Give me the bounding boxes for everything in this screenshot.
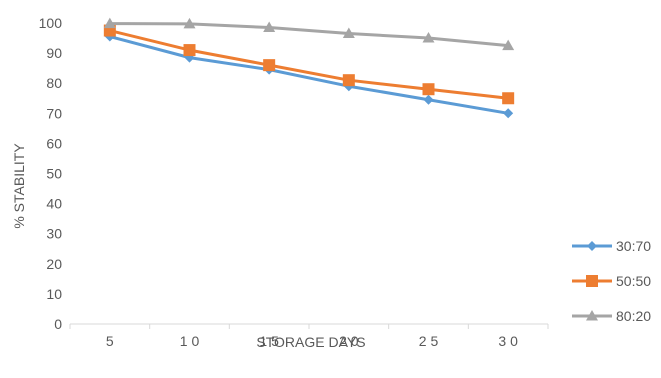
series-line: [108, 29, 510, 100]
y-tick-label: 20: [46, 256, 62, 272]
y-tick-label: 60: [46, 135, 62, 151]
data-point-marker: [103, 17, 116, 29]
data-point-marker: [503, 108, 514, 119]
data-point-marker: [342, 74, 355, 87]
y-tick-label: 80: [46, 75, 62, 91]
legend-label: 30:70: [616, 238, 651, 254]
legend-label: 80:20: [616, 308, 651, 324]
legend-marker: [586, 310, 598, 321]
series-80-20: [103, 17, 515, 51]
x-tick-label: 1 5: [259, 333, 279, 349]
series-line: [108, 22, 510, 48]
legend-marker: [587, 241, 597, 251]
x-axis-title: STORAGE DAYS: [256, 334, 365, 350]
y-tick-label: 30: [46, 226, 62, 242]
y-tick-label: 10: [46, 286, 62, 302]
series-50-50: [103, 24, 515, 105]
data-point-marker: [502, 92, 515, 105]
data-point-marker: [422, 32, 435, 43]
data-point-marker: [502, 39, 515, 51]
series-layer: [103, 17, 515, 119]
data-point-marker: [263, 21, 276, 33]
y-tick-label: 40: [46, 196, 62, 212]
x-tick-label: 1 0: [180, 333, 200, 349]
data-point-marker: [342, 27, 355, 39]
data-point-marker: [263, 59, 276, 72]
y-tick-label: 100: [39, 15, 63, 31]
x-tick-label: 2 0: [339, 333, 359, 349]
y-tick-label: 70: [46, 105, 62, 121]
data-point-marker: [183, 17, 196, 29]
legend: 30:70 50:50 80:20: [572, 238, 651, 324]
data-point-marker: [423, 94, 434, 105]
legend-label: 50:50: [616, 273, 651, 289]
y-tick-label: 50: [46, 166, 62, 182]
y-axis-title: % STABILITY: [11, 143, 27, 229]
legend-item: 30:70: [572, 238, 651, 254]
x-tick-label: 5: [106, 333, 114, 349]
legend-item: 50:50: [572, 273, 651, 289]
series-line: [108, 35, 510, 115]
x-tick-label: 2 5: [419, 333, 439, 349]
legend-marker: [586, 275, 598, 287]
data-point-marker: [104, 31, 115, 42]
y-tick-label: 0: [54, 316, 62, 332]
x-tick-label: 3 0: [498, 333, 518, 349]
y-tick-label: 90: [46, 45, 62, 61]
data-point-marker: [422, 83, 435, 96]
axes: 0 10 20 30 40 50 60 70 80 90 100 5 1 0 1 5 2 0 2 5 3 0: [39, 15, 549, 349]
data-point-marker: [183, 44, 196, 57]
legend-item: 80:20: [572, 308, 651, 324]
